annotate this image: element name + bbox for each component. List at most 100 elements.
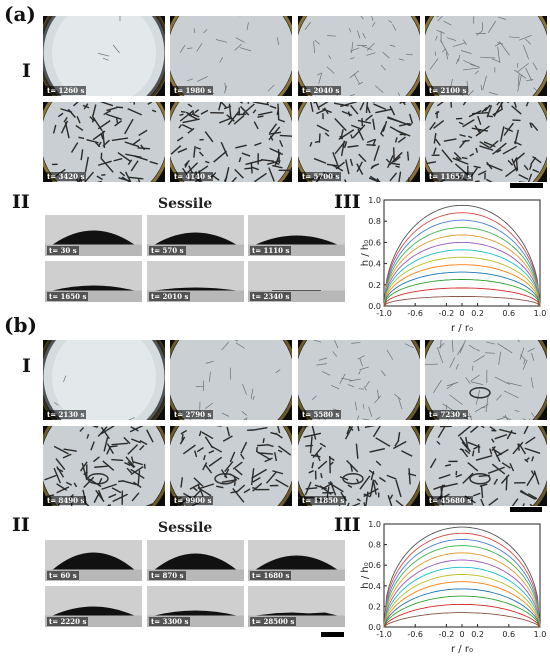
panel-a-scale-bar	[510, 183, 543, 188]
panel-a-sessile-6: t= 2340 s	[248, 261, 345, 302]
b-profile-curve-7	[383, 566, 541, 628]
a-profile-curve-2	[383, 212, 541, 307]
panel-a-micrograph-3: t= 2040 s	[298, 16, 420, 96]
panel-b-sessile-6: t= 28500 s	[248, 586, 345, 627]
b-y-tick-label: 0.2	[368, 602, 381, 611]
b-profile-curve-5	[383, 552, 541, 628]
a-plot-frame	[383, 199, 541, 307]
a-profile-curve-7	[383, 249, 541, 307]
panel-a-sessile-5: t= 2010 s	[147, 261, 244, 302]
a-x-tick-label: 0.2	[471, 309, 484, 318]
a-x-tick-label: 0	[459, 309, 464, 318]
time-label: t= 2040 s	[300, 86, 342, 95]
panel-b-micrograph-3: t= 5580 s	[298, 340, 420, 420]
time-label: t= 2100 s	[427, 86, 469, 95]
a-profile-curve-5	[383, 234, 541, 307]
panel-a-row-II-label: II	[12, 191, 30, 213]
a-profile-curve-1	[383, 204, 541, 307]
panel-b-micrograph-6: t= 9900 s	[170, 426, 292, 506]
b-x-tick-label: -0.6	[407, 630, 423, 639]
b-x-tick-label: -1.0	[376, 630, 392, 639]
time-label: t= 570 s	[149, 246, 186, 255]
time-label: t= 2010 s	[149, 292, 191, 301]
time-label: t= 7230 s	[427, 410, 469, 419]
panel-a-row-III-label: III	[334, 191, 361, 213]
time-label: t= 1680 s	[250, 571, 292, 580]
panel-b-letter: (b)	[4, 313, 37, 337]
time-label: t= 870 s	[149, 571, 186, 580]
b-x-tick-label: -0.2	[439, 630, 455, 639]
time-label: t= 11657 s	[427, 172, 474, 181]
b-x-tick-label: 0.2	[471, 630, 484, 639]
panel-b-micrograph-2: t= 2790 s	[170, 340, 292, 420]
time-label: t= 1110 s	[250, 246, 292, 255]
b-profile-curve-9	[383, 581, 541, 628]
panel-b-micrograph-7: t= 11850 s	[298, 426, 420, 506]
time-label: t= 2790 s	[172, 410, 214, 419]
panel-b-sessile-3: t= 1680 s	[248, 540, 345, 581]
b-x-tick-label: 0.6	[502, 630, 515, 639]
panel-b-sessile-scale-bar	[321, 632, 344, 637]
a-y-tick-label: 0.8	[368, 217, 381, 226]
panel-a-sessile-2: t= 570 s	[147, 215, 244, 256]
b-x-axis-label: r / r₀	[451, 644, 473, 655]
time-label: t= 1980 s	[172, 86, 214, 95]
a-y-tick-label: 0.4	[368, 260, 381, 269]
time-label: t= 30 s	[47, 246, 79, 255]
b-profile-curve-2	[383, 532, 541, 628]
b-profile-curve-8	[383, 574, 541, 628]
a-y-tick-label: 0.0	[368, 302, 381, 311]
panel-b-height-profile-chart: 0.0 0.2 0.4 0.6 0.8 1.0 -1.0 -0.6 -0.2 0 0.2 0.6 1.0…	[360, 520, 546, 655]
panel-a-row-I-label: I	[22, 60, 31, 82]
b-x-tick-label: 0	[459, 630, 464, 639]
b-profile-curve-1	[383, 526, 541, 628]
b-x-tick-label: 1.0	[534, 630, 546, 639]
a-y-axis-label: h / h₀	[360, 240, 371, 266]
a-x-axis-label: r / r₀	[451, 323, 473, 334]
panel-a-micrograph-2: t= 1980 s	[170, 16, 292, 96]
time-label: t= 5700 s	[300, 172, 342, 181]
b-y-tick-label: 0.6	[368, 561, 381, 570]
a-profile-curve-10	[383, 271, 541, 307]
a-x-tick-label: -0.2	[439, 309, 455, 318]
panel-b-micrograph-5: t= 8490 s	[43, 426, 165, 506]
panel-b-micrograph-1: t= 2130 s	[43, 340, 165, 420]
panel-a-height-profile-chart: 0.0 0.2 0.4 0.6 0.8 1.0 -1.0 -0.6 -0.2 0 0.2 0.6 1.0…	[360, 196, 546, 334]
panel-b-scale-bar	[510, 507, 542, 512]
b-profile-curve-6	[383, 559, 541, 628]
b-y-tick-label: 0.4	[368, 582, 381, 591]
panel-b-sessile-5: t= 3300 s	[147, 586, 244, 627]
b-y-tick-label: 1.0	[368, 520, 381, 529]
panel-a-micrograph-4: t= 2100 s	[425, 16, 547, 96]
time-label: t= 9900 s	[172, 496, 214, 505]
panel-b-sessile-title: Sessile	[158, 520, 213, 536]
b-profile-curve-11	[383, 595, 541, 628]
time-label: t= 45680 s	[427, 496, 474, 505]
time-label: t= 28500 s	[250, 617, 297, 626]
panel-a-micrograph-6: t= 4140 s	[170, 102, 292, 182]
b-profile-curve-12	[383, 603, 541, 628]
time-label: t= 3420 s	[45, 172, 87, 181]
time-label: t= 5580 s	[300, 410, 342, 419]
panel-b-row-I-label: I	[22, 355, 31, 377]
a-profile-curve-13	[383, 296, 541, 307]
panel-a-sessile-1: t= 30 s	[45, 215, 142, 256]
b-profile-curve-4	[383, 545, 541, 628]
time-label: t= 8490 s	[45, 496, 87, 505]
a-y-tick-label: 1.0	[368, 196, 381, 205]
time-label: t= 11850 s	[300, 496, 347, 505]
panel-a-micrograph-8: t= 11657 s	[425, 102, 547, 182]
a-profile-curve-3	[383, 219, 541, 307]
panel-b-row-II-label: II	[12, 514, 30, 536]
panel-b-micrograph-8: t= 45680 s	[425, 426, 547, 506]
a-profile-curve-8	[383, 256, 541, 307]
panel-a-sessile-3: t= 1110 s	[248, 215, 345, 256]
b-profile-curve-3	[383, 539, 541, 628]
a-profile-curve-6	[383, 241, 541, 307]
panel-a-micrograph-7: t= 5700 s	[298, 102, 420, 182]
b-y-axis-label: h / h₀	[360, 562, 371, 588]
a-profile-curve-4	[383, 227, 541, 307]
panel-b-sessile-4: t= 2220 s	[45, 586, 142, 627]
panel-a-micrograph-5: t= 3420 s	[43, 102, 165, 182]
time-label: t= 4140 s	[172, 172, 214, 181]
